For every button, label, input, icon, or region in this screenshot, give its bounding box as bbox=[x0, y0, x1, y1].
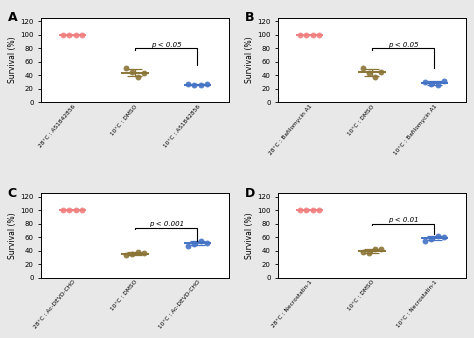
Point bbox=[184, 81, 192, 87]
Point bbox=[440, 78, 447, 83]
Point bbox=[377, 246, 385, 251]
Text: p < 0.01: p < 0.01 bbox=[388, 217, 419, 223]
Point bbox=[65, 208, 73, 213]
Point bbox=[309, 32, 317, 38]
Point bbox=[197, 82, 204, 88]
Point bbox=[296, 32, 304, 38]
Point bbox=[296, 208, 304, 213]
Point bbox=[78, 32, 86, 38]
Point bbox=[191, 83, 198, 88]
Point bbox=[59, 32, 67, 38]
Point bbox=[359, 249, 366, 255]
Point bbox=[309, 208, 317, 213]
Point bbox=[72, 32, 80, 38]
Point bbox=[359, 66, 366, 71]
Point bbox=[428, 81, 435, 87]
Point bbox=[65, 32, 73, 38]
Point bbox=[203, 81, 210, 87]
Y-axis label: Survival (%): Survival (%) bbox=[246, 212, 255, 259]
Text: D: D bbox=[245, 187, 255, 199]
Point bbox=[72, 208, 80, 213]
Point bbox=[134, 249, 142, 255]
Point bbox=[377, 69, 385, 75]
Text: p < 0.05: p < 0.05 bbox=[388, 42, 419, 48]
Point bbox=[371, 74, 379, 79]
Point bbox=[428, 236, 435, 241]
Text: C: C bbox=[8, 187, 17, 199]
Y-axis label: Survival (%): Survival (%) bbox=[246, 37, 255, 83]
Point bbox=[302, 208, 310, 213]
Y-axis label: Survival (%): Survival (%) bbox=[9, 212, 18, 259]
Point bbox=[134, 74, 142, 79]
Text: A: A bbox=[8, 11, 17, 24]
Point bbox=[184, 243, 192, 249]
Text: B: B bbox=[245, 11, 254, 24]
Point bbox=[434, 83, 441, 88]
Point bbox=[140, 71, 148, 76]
Point bbox=[128, 69, 136, 75]
Point bbox=[365, 250, 373, 256]
Point bbox=[122, 253, 129, 258]
Point bbox=[371, 247, 379, 252]
Point bbox=[315, 32, 323, 38]
Point bbox=[203, 240, 210, 245]
Point bbox=[59, 208, 67, 213]
Point bbox=[434, 233, 441, 239]
Point bbox=[302, 32, 310, 38]
Point bbox=[365, 70, 373, 75]
Point bbox=[140, 251, 148, 256]
Text: p < 0.05: p < 0.05 bbox=[151, 42, 182, 48]
Point bbox=[197, 239, 204, 244]
Point bbox=[78, 208, 86, 213]
Point bbox=[191, 241, 198, 247]
Point bbox=[122, 66, 129, 71]
Point bbox=[421, 79, 429, 85]
Point bbox=[128, 251, 136, 257]
Point bbox=[421, 238, 429, 243]
Y-axis label: Survival (%): Survival (%) bbox=[9, 37, 18, 83]
Point bbox=[315, 208, 323, 213]
Text: p < 0.001: p < 0.001 bbox=[149, 221, 184, 227]
Point bbox=[440, 235, 447, 240]
